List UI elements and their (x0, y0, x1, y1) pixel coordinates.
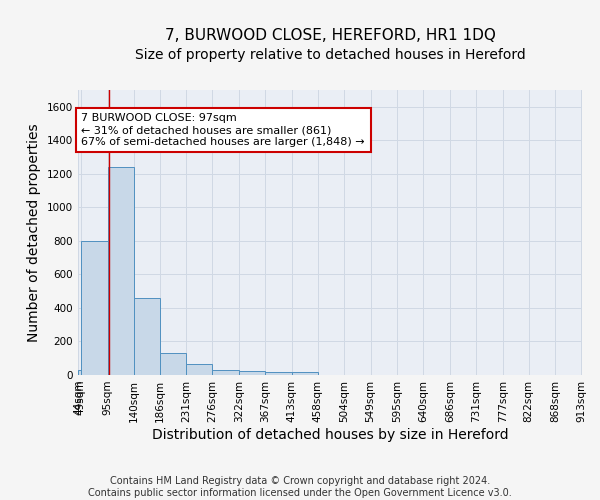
Bar (265, 372, 292, 375)
X-axis label: Distribution of detached houses by size in Hereford: Distribution of detached houses by size … (152, 428, 508, 442)
Bar (134, 298, 160, 375)
Text: Contains HM Land Registry data © Crown copyright and database right 2024.
Contai: Contains HM Land Registry data © Crown c… (88, 476, 512, 498)
Bar (292, 372, 318, 375)
Y-axis label: Number of detached properties: Number of detached properties (28, 123, 41, 342)
Bar (160, 353, 187, 375)
Bar (81, 241, 107, 375)
Text: 7 BURWOOD CLOSE: 97sqm
← 31% of detached houses are smaller (861)
67% of semi-de: 7 BURWOOD CLOSE: 97sqm ← 31% of detached… (82, 114, 365, 146)
Bar (107, 167, 134, 375)
Bar (212, 370, 239, 375)
Text: 7, BURWOOD CLOSE, HEREFORD, HR1 1DQ: 7, BURWOOD CLOSE, HEREFORD, HR1 1DQ (164, 28, 496, 42)
Bar (78, 370, 81, 375)
Bar (187, 364, 212, 375)
Bar (239, 371, 265, 375)
Text: Size of property relative to detached houses in Hereford: Size of property relative to detached ho… (134, 48, 526, 62)
